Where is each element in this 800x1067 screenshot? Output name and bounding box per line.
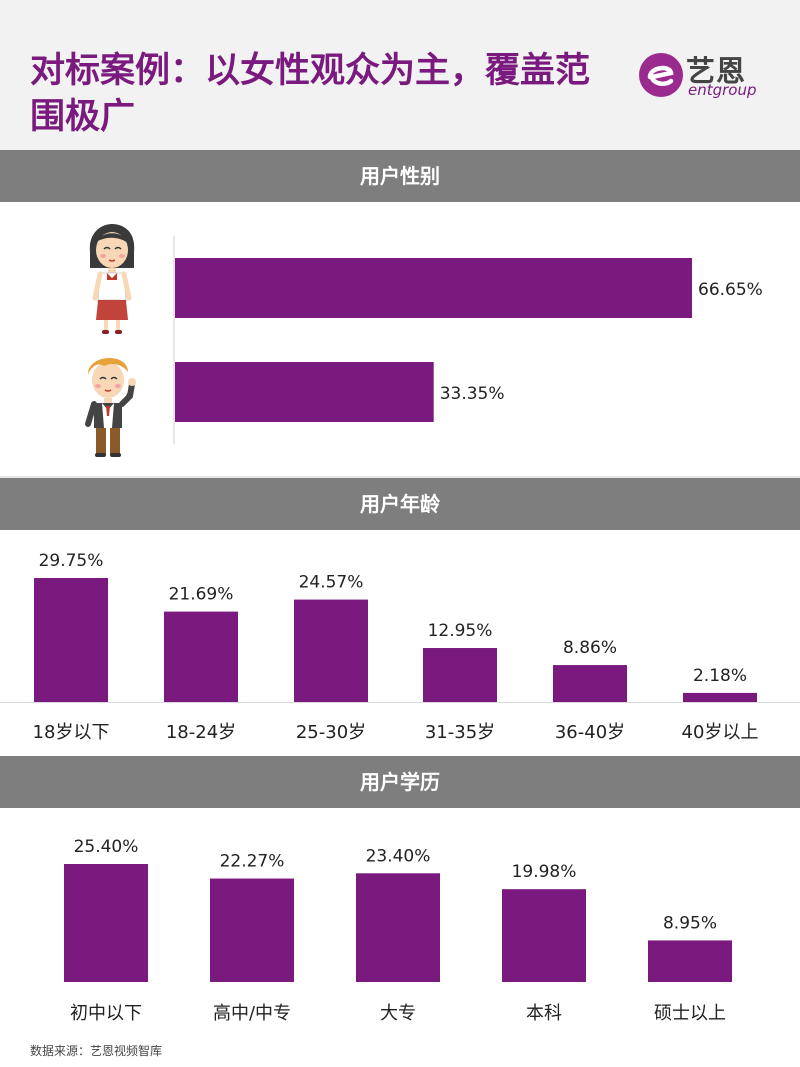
education-category-label: 硕士以上 — [654, 1003, 726, 1024]
education-value-label: 19.98% — [512, 862, 577, 882]
education-category-label: 本科 — [526, 1003, 562, 1024]
age-value-label: 2.18% — [693, 666, 747, 686]
age-bar — [294, 599, 368, 702]
title-area: 对标案例：以女性观众为主，覆盖范围极广 艺恩 entgroup — [0, 0, 800, 150]
education-value-label: 22.27% — [220, 852, 285, 872]
age-category-label: 40岁以上 — [682, 722, 759, 743]
education-bar — [356, 873, 440, 982]
gender-section-header: 用户性别 — [0, 150, 800, 202]
education-value-label: 25.40% — [74, 837, 139, 857]
education-bar — [210, 878, 294, 982]
age-category-label: 31-35岁 — [425, 722, 495, 743]
age-bar — [553, 665, 627, 702]
age-chart-area: 29.75% 18岁以下 21.69% 18-24岁 24.57% 25-30岁 12.95… — [0, 530, 800, 756]
data-source-note: 数据来源：艺恩视频智库 — [30, 1044, 163, 1058]
age-category-label: 18-24岁 — [166, 722, 236, 743]
age-value-label: 24.57% — [299, 573, 364, 593]
page-title: 对标案例：以女性观众为主，覆盖范围极广 — [30, 51, 591, 137]
gender-divider — [0, 476, 800, 478]
logo-text-en: entgroup — [688, 81, 757, 99]
age-category-label: 36-40岁 — [555, 722, 625, 743]
entgroup-logo-mark — [639, 53, 683, 97]
gender-chart: 66.65% 33.35% — [85, 224, 763, 457]
education-chart-area: 25.40% 初中以下 22.27% 高中/中专 23.40% 大专 19.98% 本科 8.9… — [0, 808, 800, 1036]
logo-text-cn: 艺恩 — [686, 54, 747, 88]
age-bar — [423, 648, 497, 702]
age-chart: 29.75% 18岁以下 21.69% 18-24岁 24.57% 25-30岁 12.95… — [0, 551, 800, 743]
age-section-header: 用户年龄 — [0, 478, 800, 530]
age-bar — [683, 692, 757, 702]
gender-value-label: 66.65% — [698, 280, 763, 300]
age-category-label: 25-30岁 — [296, 722, 366, 743]
education-value-label: 8.95% — [663, 913, 717, 933]
male-icon — [85, 357, 136, 457]
age-bar — [34, 578, 108, 702]
age-value-label: 8.86% — [563, 638, 617, 658]
gender-bar — [175, 362, 434, 422]
gender-chart-area: 66.65% 33.35% — [0, 202, 800, 478]
education-category-label: 大专 — [380, 1003, 416, 1024]
education-section-header: 用户学历 — [0, 756, 800, 808]
entgroup-logo: 艺恩 entgroup — [636, 48, 766, 100]
female-icon — [89, 224, 135, 334]
education-category-label: 高中/中专 — [213, 1003, 291, 1024]
education-bar — [64, 864, 148, 982]
education-category-label: 初中以下 — [70, 1003, 142, 1024]
age-value-label: 29.75% — [39, 551, 104, 571]
age-category-label: 18岁以下 — [33, 722, 110, 743]
education-value-label: 23.40% — [366, 846, 431, 866]
education-bar — [502, 889, 586, 982]
age-value-label: 12.95% — [428, 621, 493, 641]
gender-value-label: 33.35% — [440, 384, 505, 404]
education-chart: 25.40% 初中以下 22.27% 高中/中专 23.40% 大专 19.98% 本科 8.9… — [64, 837, 732, 1024]
education-bar — [648, 940, 732, 982]
age-bar — [164, 611, 238, 702]
gender-bar — [175, 258, 692, 318]
age-value-label: 21.69% — [169, 585, 234, 605]
